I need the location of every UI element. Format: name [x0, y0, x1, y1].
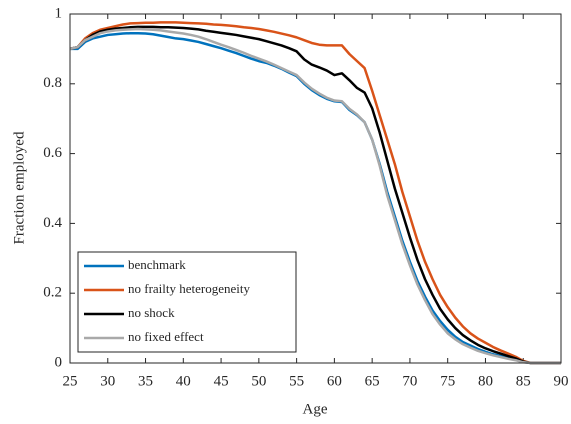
x-axis-label: Age — [303, 401, 328, 417]
y-axis-label: Fraction employed — [11, 131, 27, 244]
legend-label: no frailty heterogeneity — [128, 281, 251, 296]
y-tick-label: 0.4 — [43, 215, 62, 231]
legend-box — [77, 251, 297, 353]
x-tick-label: 85 — [516, 373, 531, 389]
x-tick-label: 50 — [251, 373, 266, 389]
x-tick-label: 35 — [138, 373, 153, 389]
x-tick-label: 65 — [365, 373, 380, 389]
x-tick-label: 45 — [214, 373, 229, 389]
x-tick-label: 75 — [440, 373, 455, 389]
x-tick-label: 70 — [402, 373, 417, 389]
series-line — [69, 25, 561, 365]
x-tick-label: 30 — [100, 373, 115, 389]
series-line — [69, 21, 561, 365]
x-tick-label: 60 — [327, 373, 342, 389]
x-tick-label: 25 — [63, 373, 78, 389]
x-tick-label: 55 — [289, 373, 304, 389]
x-tick-label: 90 — [554, 373, 569, 389]
y-tick-label: 0.6 — [43, 145, 62, 161]
x-tick-label: 40 — [176, 373, 191, 389]
y-tick-label: 0 — [55, 354, 63, 370]
legend-label: no shock — [128, 305, 175, 320]
y-tick-label: 0.2 — [43, 285, 62, 301]
x-tick-label: 80 — [478, 373, 493, 389]
y-tick-label: 0.8 — [43, 75, 62, 91]
legend-label: no fixed effect — [128, 329, 204, 344]
legend-label: benchmark — [128, 257, 186, 272]
axes-box — [69, 13, 562, 364]
series-line — [69, 27, 561, 365]
y-tick-label: 1 — [55, 5, 63, 21]
